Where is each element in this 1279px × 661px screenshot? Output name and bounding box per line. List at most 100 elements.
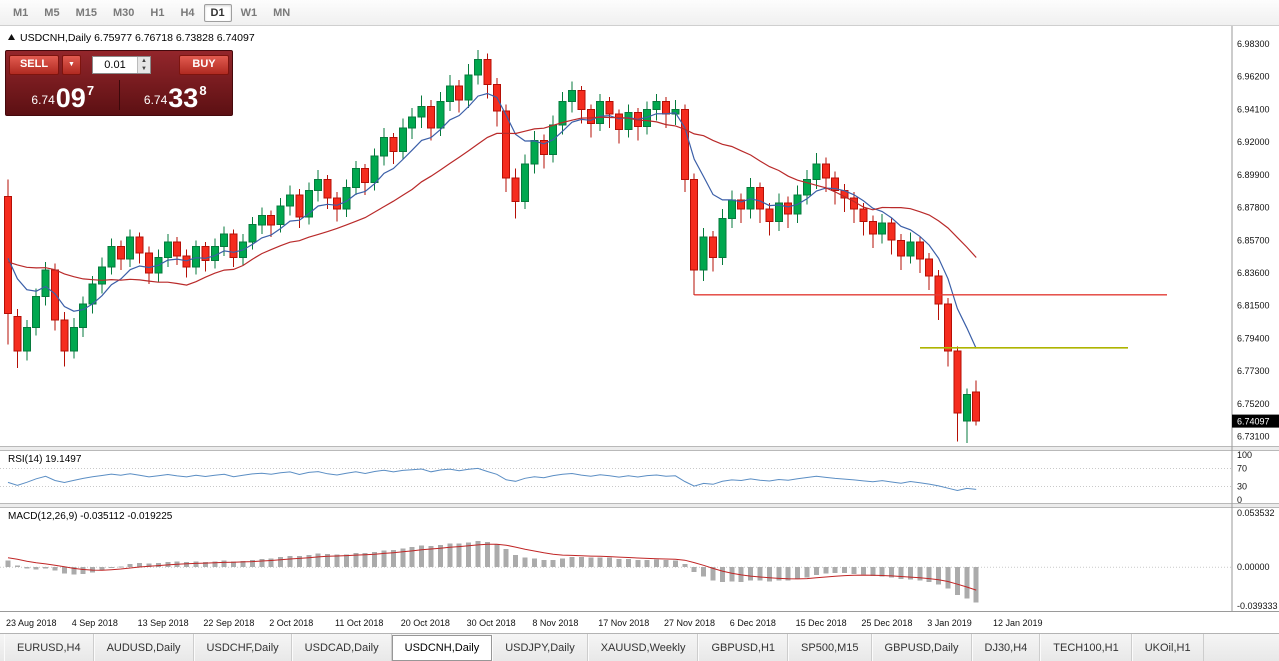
svg-text:30: 30	[1237, 482, 1247, 492]
chart-tab-ukoil-h1[interactable]: UKOil,H1	[1131, 634, 1204, 661]
svg-text:15 Dec 2018: 15 Dec 2018	[796, 618, 847, 628]
svg-text:6.83600: 6.83600	[1237, 268, 1270, 278]
svg-text:25 Dec 2018: 25 Dec 2018	[861, 618, 912, 628]
svg-text:4 Sep 2018: 4 Sep 2018	[72, 618, 118, 628]
timeframe-m15[interactable]: M15	[75, 6, 97, 19]
chart-tab-usdcad-daily[interactable]: USDCAD,Daily	[291, 634, 392, 661]
svg-text:6 Dec 2018: 6 Dec 2018	[730, 618, 776, 628]
chart-tab-usdcnh-daily[interactable]: USDCNH,Daily	[391, 635, 493, 661]
svg-text:0: 0	[1237, 495, 1242, 505]
svg-text:6.81500: 6.81500	[1237, 301, 1270, 311]
chevron-down-icon[interactable]: ▼	[62, 55, 81, 75]
svg-text:3 Jan 2019: 3 Jan 2019	[927, 618, 972, 628]
price-axis[interactable]: 6.98300 6.96200 6.94100 6.92000 6.89900 6.878…	[1231, 26, 1279, 611]
timeframe-mn[interactable]: MN	[273, 6, 291, 19]
svg-text:6.74097: 6.74097	[1237, 417, 1270, 427]
buy-button[interactable]: BUY	[179, 55, 229, 75]
one-click-trading-panel: SELL ▼ ▲ ▼ BUY 6.74 09 7 6.74 33 8	[5, 50, 233, 116]
chart-tab-gbpusd-h1[interactable]: GBPUSD,H1	[698, 634, 789, 661]
svg-text:-0.039333: -0.039333	[1237, 601, 1278, 611]
ma-slow-line	[7, 116, 977, 286]
ma-fast-line	[7, 92, 977, 349]
svg-text:0.00000: 0.00000	[1237, 562, 1270, 572]
current-price-marker: 6.74097	[1232, 414, 1279, 428]
svg-text:6.79400: 6.79400	[1237, 334, 1270, 344]
ask-pips: 33	[168, 83, 199, 113]
rsi-panel: RSI(14) 19.1497	[0, 454, 1232, 492]
svg-text:6.98300: 6.98300	[1237, 39, 1270, 49]
ask-pipette: 8	[199, 83, 207, 98]
chart-tab-tech100-h1[interactable]: TECH100,H1	[1040, 634, 1132, 661]
symbol-marker-icon	[8, 34, 15, 40]
timeframe-d1[interactable]: D1	[203, 3, 232, 22]
chart-tabs-bar: EURUSD,H4 AUDUSD,Daily USDCHF,Daily USDCAD,…	[0, 633, 1279, 661]
timeframe-toolbar: M1 M5 M15 M30 H1 H4 D1 W1 MN	[0, 0, 1279, 26]
chart-tab-usdchf-daily[interactable]: USDCHF,Daily	[193, 634, 292, 661]
chart-tab-usdjpy-daily[interactable]: USDJPY,Daily	[492, 634, 588, 661]
svg-text:27 Nov 2018: 27 Nov 2018	[664, 618, 715, 628]
svg-text:100: 100	[1237, 450, 1252, 460]
svg-text:6.73100: 6.73100	[1237, 432, 1270, 442]
lot-size-field: ▲ ▼	[92, 56, 151, 74]
macd-label: MACD(12,26,9) -0.035112 -0.019225	[8, 511, 173, 522]
chart-tab-sp500-m15[interactable]: SP500,M15	[788, 634, 872, 661]
svg-text:6.87800: 6.87800	[1237, 203, 1270, 213]
svg-text:22 Sep 2018: 22 Sep 2018	[203, 618, 254, 628]
svg-text:6.92000: 6.92000	[1237, 137, 1270, 147]
svg-text:8 Nov 2018: 8 Nov 2018	[532, 618, 578, 628]
bid-price[interactable]: 6.74 09 7	[9, 78, 117, 112]
svg-text:6.85700: 6.85700	[1237, 235, 1270, 245]
trade-buttons-row: SELL ▼ ▲ ▼ BUY	[9, 54, 229, 76]
rsi-label: RSI(14) 19.1497	[8, 454, 82, 465]
svg-text:6.77300: 6.77300	[1237, 366, 1270, 376]
panel-splitter-rsi[interactable]	[0, 446, 1279, 451]
bid-big-figure: 6.74	[31, 93, 55, 107]
timeframe-m30[interactable]: M30	[112, 6, 135, 19]
svg-text:20 Oct 2018: 20 Oct 2018	[401, 618, 450, 628]
svg-text:0.053532: 0.053532	[1237, 508, 1275, 518]
svg-text:6.94100: 6.94100	[1237, 104, 1270, 114]
bid-pipette: 7	[86, 83, 95, 98]
bid-pips: 09	[55, 83, 86, 113]
panel-splitter-macd[interactable]	[0, 503, 1279, 508]
svg-text:2 Oct 2018: 2 Oct 2018	[269, 618, 313, 628]
svg-text:11 Oct 2018: 11 Oct 2018	[335, 618, 383, 628]
timeframe-w1[interactable]: W1	[240, 6, 258, 19]
timeframe-h4[interactable]: H4	[180, 6, 195, 19]
macd-signal-line	[7, 543, 977, 591]
price-chart[interactable]: USDCNH,Daily 6.75977 6.76718 6.73828 6.7…	[0, 26, 1279, 633]
time-axis[interactable]: 23 Aug 2018 4 Sep 2018 13 Sep 2018 22 Sep 2…	[6, 618, 1043, 628]
macd-histogram	[5, 541, 979, 603]
svg-text:23 Aug 2018: 23 Aug 2018	[6, 618, 57, 628]
lot-spinner: ▲ ▼	[137, 57, 150, 73]
rsi-line	[7, 467, 977, 492]
chart-tab-audusd-daily[interactable]: AUDUSD,Daily	[93, 634, 194, 661]
svg-text:17 Nov 2018: 17 Nov 2018	[598, 618, 649, 628]
candlesticks	[4, 50, 981, 443]
timeframe-h1[interactable]: H1	[150, 6, 165, 19]
svg-text:12 Jan 2019: 12 Jan 2019	[993, 618, 1043, 628]
sell-button[interactable]: SELL	[9, 55, 59, 75]
lot-decrement-button[interactable]: ▼	[137, 65, 150, 73]
chart-tab-eurusd-h4[interactable]: EURUSD,H4	[4, 634, 94, 661]
timeframe-m1[interactable]: M1	[13, 6, 29, 19]
chart-tab-gbpusd-daily[interactable]: GBPUSD,Daily	[871, 634, 972, 661]
timeframe-m5[interactable]: M5	[44, 6, 60, 19]
svg-text:6.75200: 6.75200	[1237, 399, 1270, 409]
svg-text:13 Sep 2018: 13 Sep 2018	[138, 618, 189, 628]
lot-size-input[interactable]	[93, 57, 137, 73]
chart-tab-dj30-h4[interactable]: DJ30,H4	[971, 634, 1041, 661]
chart-svg: USDCNH,Daily 6.75977 6.76718 6.73828 6.7…	[0, 26, 1279, 628]
chart-title: USDCNH,Daily 6.75977 6.76718 6.73828 6.7…	[20, 32, 255, 44]
bid-ask-divider	[118, 80, 120, 110]
svg-text:30 Oct 2018: 30 Oct 2018	[467, 618, 516, 628]
svg-text:6.96200: 6.96200	[1237, 72, 1270, 82]
ask-price[interactable]: 6.74 33 8	[122, 78, 230, 112]
svg-text:70: 70	[1237, 464, 1247, 474]
lot-increment-button[interactable]: ▲	[137, 57, 150, 65]
macd-panel: MACD(12,26,9) -0.035112 -0.019225	[0, 511, 1232, 603]
chart-tab-xauusd-weekly[interactable]: XAUUSD,Weekly	[587, 634, 699, 661]
ask-big-figure: 6.74	[143, 93, 168, 107]
svg-text:6.89900: 6.89900	[1237, 170, 1270, 180]
